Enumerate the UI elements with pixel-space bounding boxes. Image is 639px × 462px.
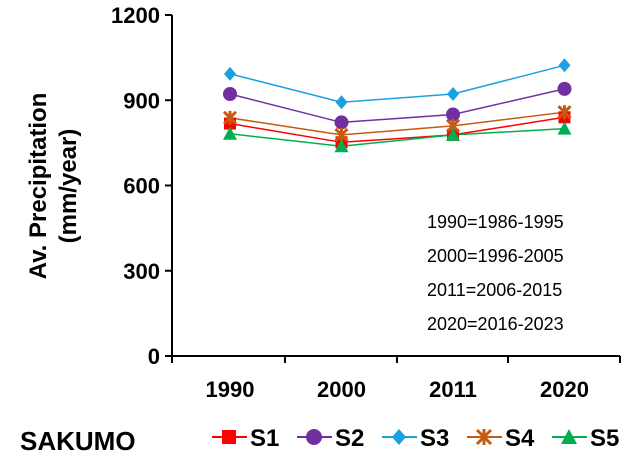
data-point-s2 bbox=[446, 107, 460, 122]
legend-marker-s4 bbox=[475, 428, 493, 446]
legend-item-s2: S2 bbox=[297, 425, 364, 452]
y-tick-label: 900 bbox=[123, 88, 160, 113]
x-ticks: 1990 2000 2011 2020 bbox=[171, 356, 621, 402]
y-tick-label: 300 bbox=[123, 259, 160, 284]
data-point-s4 bbox=[557, 105, 572, 120]
y-tick-label: 0 bbox=[148, 344, 160, 369]
y-tick-label: 1200 bbox=[111, 3, 160, 28]
series-line-s4 bbox=[229, 111, 565, 136]
data-point-s2 bbox=[334, 115, 349, 130]
ylabel-line1: Av. Precipitation bbox=[25, 93, 52, 280]
legend-marker-s3 bbox=[392, 429, 406, 445]
legend-label: S1 bbox=[250, 425, 279, 452]
series-line-s2 bbox=[229, 88, 565, 124]
data-point-s2 bbox=[557, 81, 572, 96]
data-point-s5 bbox=[446, 127, 460, 141]
period-annotations: 1990=1986-1995 2000=1996-2005 2011=2006-20… bbox=[427, 212, 564, 334]
legend: S1 S2 S3 S4 S5 bbox=[212, 425, 619, 452]
series-line-s5 bbox=[229, 127, 565, 148]
data-point-s5 bbox=[223, 126, 237, 140]
plot-area: 0 300 600 900 1200 1990 2000 2011 2020 bbox=[111, 3, 621, 402]
x-tick-label: 1990 bbox=[206, 377, 255, 402]
period-annotation: 1990=1986-1995 bbox=[427, 212, 564, 232]
x-tick-label: 2011 bbox=[429, 377, 477, 402]
data-point-s4 bbox=[222, 110, 238, 125]
series-line-s3 bbox=[229, 64, 565, 103]
data-point-s3 bbox=[224, 66, 236, 81]
period-annotation: 2000=1996-2005 bbox=[427, 246, 564, 266]
legend-item-s1: S1 bbox=[212, 425, 279, 452]
legend-marker-s1 bbox=[222, 430, 236, 444]
series-lines bbox=[229, 64, 565, 148]
data-point-s3 bbox=[558, 58, 571, 73]
x-tick-label: 2020 bbox=[540, 377, 589, 402]
period-annotation: 2011=2006-2015 bbox=[427, 280, 562, 300]
legend-title: SAKUMO bbox=[20, 426, 136, 456]
data-point-s2 bbox=[223, 86, 237, 101]
legend-item-s4: S4 bbox=[467, 425, 535, 452]
legend-label: S5 bbox=[590, 425, 619, 452]
data-point-s3 bbox=[335, 95, 348, 110]
x-tick-label: 2000 bbox=[317, 377, 366, 402]
legend-marker-s5 bbox=[561, 429, 577, 444]
legend-label: S3 bbox=[420, 425, 449, 452]
data-point-s5 bbox=[557, 121, 572, 135]
y-ticks: 0 300 600 900 1200 bbox=[111, 3, 172, 369]
legend-item-s5: S5 bbox=[552, 425, 619, 452]
legend-label: S4 bbox=[505, 425, 535, 452]
ylabel-line2: (mm/year) bbox=[55, 129, 82, 244]
data-point-s3 bbox=[447, 86, 459, 101]
legend-label: S2 bbox=[335, 425, 364, 452]
y-tick-label: 600 bbox=[123, 174, 160, 199]
y-axis-title: Av. Precipitation (mm/year) bbox=[25, 93, 82, 280]
data-point-s5 bbox=[334, 139, 349, 153]
series-markers bbox=[222, 58, 572, 153]
legend-marker-s2 bbox=[306, 429, 322, 445]
series-line-s1 bbox=[229, 116, 565, 144]
legend-item-s3: S3 bbox=[382, 425, 449, 452]
period-annotation: 2020=2016-2023 bbox=[427, 314, 564, 334]
